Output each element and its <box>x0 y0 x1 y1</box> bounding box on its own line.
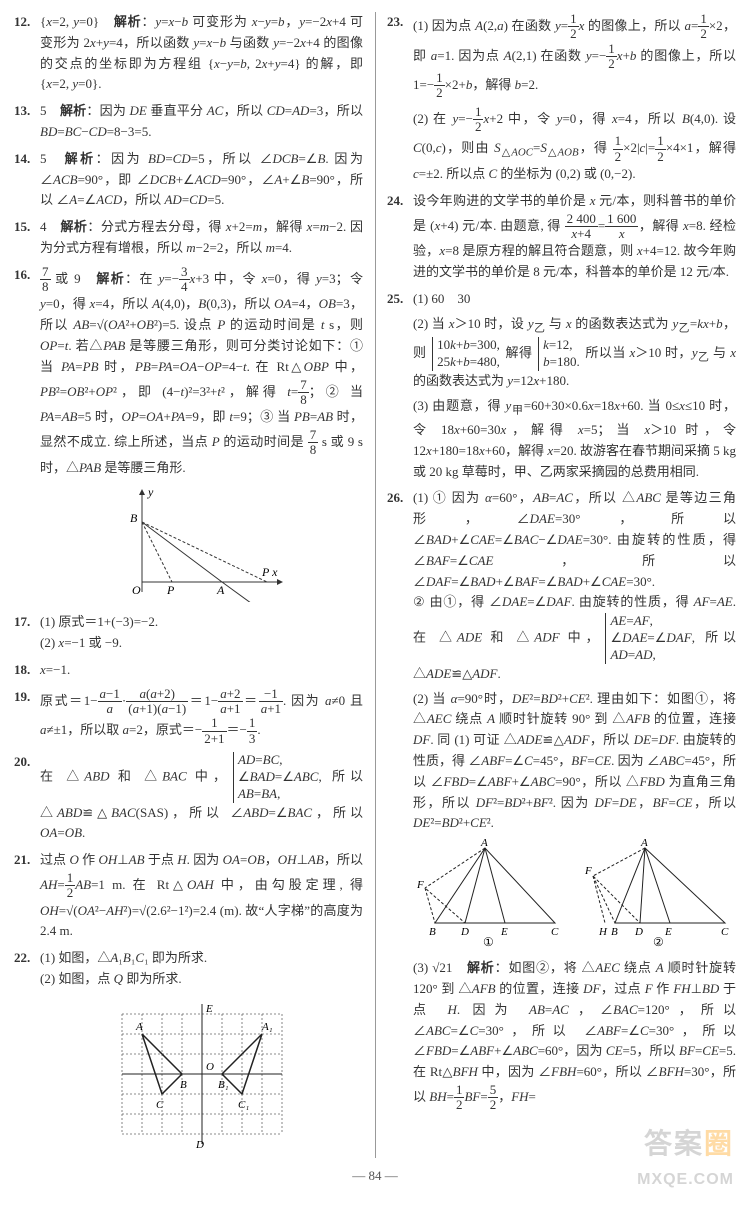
item-body: 5 解析：因为 BD=CD=5，所以 ∠DCB=∠B. 因为 ∠ACB=90°，… <box>40 149 363 211</box>
svg-text:D: D <box>460 926 469 938</box>
item-body: 原式＝1−a−1a·a(a+2)(a+1)(a−1)＝1−a+2a+1＝−1a+… <box>40 687 363 746</box>
figure-axes: B O P A P x y <box>40 482 363 602</box>
svg-text:F: F <box>584 865 592 877</box>
item-number: 25. <box>387 289 413 483</box>
item-body: (1) 因为点 A(2,a) 在函数 y=12x 的图像上，所以 a=12×2，… <box>413 12 736 185</box>
svg-text:D: D <box>634 926 643 938</box>
item-body: 设今年购进的文学书的单价是 x 元/本，则科普书的单价是 (x+4) 元/本. … <box>413 191 736 283</box>
svg-text:P: P <box>166 583 175 597</box>
svg-text:B: B <box>429 926 436 938</box>
item-body: 在 △ABD 和 △BAC 中，AD=BC,∠BAD=∠ABC,AB=BA, 所… <box>40 752 363 844</box>
solution-item: 16.78 或 9 解析：在 y=−34x+3 中，令 x=0，得 y=3；令 … <box>14 265 363 607</box>
item-number: 15. <box>14 217 40 259</box>
svg-text:O: O <box>132 583 141 597</box>
item-number: 16. <box>14 265 40 607</box>
solution-item: 21.过点 O 作 OH⊥AB 于点 H. 因为 OA=OB，OH⊥AB，所以 … <box>14 850 363 942</box>
solution-item: 26.(1) ① 因为 α=60°，AB=AC，所以 △ABC 是等边三角形，∠… <box>387 488 736 952</box>
watermark: 答案圈 MXQE.COM <box>637 1122 734 1192</box>
solution-item: 22.(1) 如图，△A₁B₁C₁ 即为所求.(2) 如图，点 Q 即为所求. … <box>14 948 363 1158</box>
svg-text:D: D <box>195 1139 204 1151</box>
page-number: — 84 — <box>14 1166 736 1187</box>
solution-item: 14.5 解析：因为 BD=CD=5，所以 ∠DCB=∠B. 因为 ∠ACB=9… <box>14 149 363 211</box>
svg-text:A: A <box>640 838 648 849</box>
svg-text:H: H <box>598 926 608 938</box>
solution-item: 15.4 解析：分式方程去分母，得 x+2=m，解得 x=m−2. 因为分式方程… <box>14 217 363 259</box>
solution-item: 12.{x=2, y=0} 解析：y=x−b 可变形为 x−y=b，y=−2x+… <box>14 12 363 95</box>
item-body: 5 解析：因为 DE 垂直平分 AC，所以 CD=AD=3，所以 BD=BC−C… <box>40 101 363 143</box>
solution-item: 18.x=−1. <box>14 660 363 681</box>
svg-text:②: ② <box>653 935 664 948</box>
svg-text:O: O <box>206 1061 214 1073</box>
svg-text:B: B <box>130 511 138 525</box>
svg-text:①: ① <box>483 935 494 948</box>
item-body: 4 解析：分式方程去分母，得 x+2=m，解得 x=m−2. 因为分式方程有增根… <box>40 217 363 259</box>
solution-item: 25.(1) 60 30(2) 当 x＞10 时，设 y乙 与 x 的函数表达式… <box>387 289 736 483</box>
item-number: 21. <box>14 850 40 942</box>
item-number: 18. <box>14 660 40 681</box>
svg-text:A: A <box>135 1021 143 1033</box>
svg-text:E: E <box>500 926 508 938</box>
svg-text:A: A <box>480 838 488 849</box>
item-number: 13. <box>14 101 40 143</box>
solution-item: 20.在 △ABD 和 △BAC 中，AD=BC,∠BAD=∠ABC,AB=BA… <box>14 752 363 844</box>
solution-item: 23.(1) 因为点 A(2,a) 在函数 y=12x 的图像上，所以 a=12… <box>387 12 736 185</box>
item-body: (3) √21 解析：如图②，将 △AEC 绕点 A 顺时针旋转 120° 到 … <box>413 958 736 1112</box>
svg-text:y: y <box>147 485 154 499</box>
svg-text:C: C <box>551 926 559 938</box>
item-number: 14. <box>14 149 40 211</box>
svg-text:B: B <box>611 926 618 938</box>
item-body: x=−1. <box>40 660 363 681</box>
item-number: 12. <box>14 12 40 95</box>
item-body: (1) 60 30(2) 当 x＞10 时，设 y乙 与 x 的函数表达式为 y… <box>413 289 736 483</box>
item-body: 78 或 9 解析：在 y=−34x+3 中，令 x=0，得 y=3；令 y=0… <box>40 265 363 607</box>
item-body: 过点 O 作 OH⊥AB 于点 H. 因为 OA=OB，OH⊥AB，所以 AH=… <box>40 850 363 942</box>
svg-text:B₁: B₁ <box>218 1079 229 1091</box>
item-number: 26. <box>387 488 413 952</box>
item-number: 22. <box>14 948 40 1158</box>
item-number: 24. <box>387 191 413 283</box>
item-body: {x=2, y=0} 解析：y=x−b 可变形为 x−y=b，y=−2x+4 可… <box>40 12 363 95</box>
solution-item: 13.5 解析：因为 DE 垂直平分 AC，所以 CD=AD=3，所以 BD=B… <box>14 101 363 143</box>
item-number <box>387 958 413 1112</box>
solution-item: 19.原式＝1−a−1a·a(a+2)(a+1)(a−1)＝1−a+2a+1＝−… <box>14 687 363 746</box>
figure-grid: A B C A₁ B₁ C₁ E O D <box>40 994 363 1154</box>
item-body: (1) 如图，△A₁B₁C₁ 即为所求.(2) 如图，点 Q 即为所求. A B… <box>40 948 363 1158</box>
solution-item: 24.设今年购进的文学书的单价是 x 元/本，则科普书的单价是 (x+4) 元/… <box>387 191 736 283</box>
svg-text:B: B <box>180 1079 187 1091</box>
solution-item: (3) √21 解析：如图②，将 △AEC 绕点 A 顺时针旋转 120° 到 … <box>387 958 736 1112</box>
item-body: (1) 原式＝1+(−3)=−2.(2) x=−1 或 −9. <box>40 612 363 654</box>
item-number: 17. <box>14 612 40 654</box>
svg-text:P x: P x <box>261 565 278 579</box>
item-number: 20. <box>14 752 40 844</box>
item-body: (1) ① 因为 α=60°，AB=AC，所以 △ABC 是等边三角形，∠DAE… <box>413 488 736 952</box>
svg-text:A₁: A₁ <box>261 1021 273 1033</box>
svg-text:A: A <box>216 583 225 597</box>
item-number: 19. <box>14 687 40 746</box>
solution-item: 17.(1) 原式＝1+(−3)=−2.(2) x=−1 或 −9. <box>14 612 363 654</box>
svg-text:E: E <box>664 926 672 938</box>
figure-triangles: A F B D E C ① A F H <box>413 838 736 948</box>
svg-text:E: E <box>205 1003 213 1015</box>
svg-text:C: C <box>721 926 729 938</box>
item-number: 23. <box>387 12 413 185</box>
svg-text:F: F <box>416 879 424 891</box>
